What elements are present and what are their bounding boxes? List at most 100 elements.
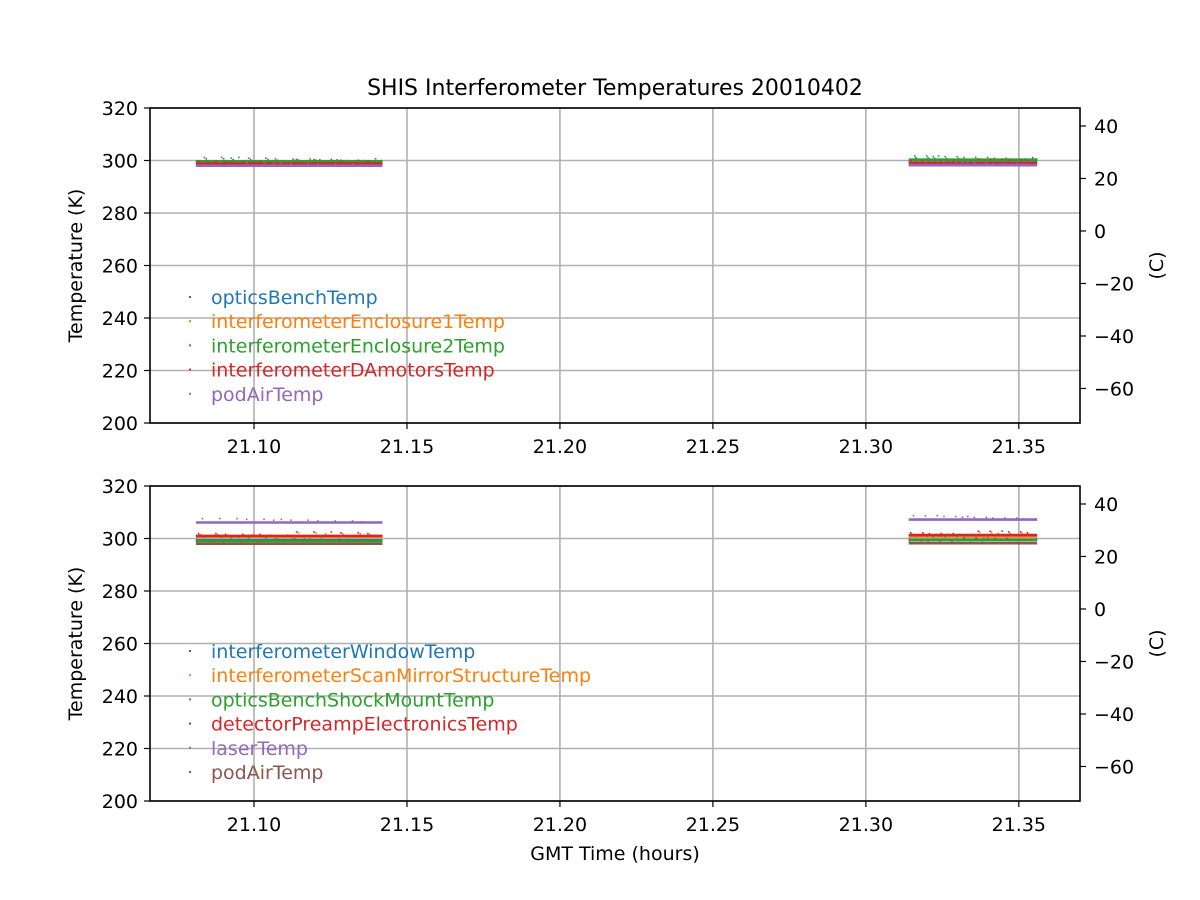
data-point [251,161,254,164]
data-point [268,534,271,536]
y-tick-label: 220 [102,361,138,383]
data-point [929,160,932,163]
legend-label: opticsBenchTemp [211,287,378,309]
y2-tick-label: 20 [1094,546,1118,568]
series-interferometerEnclosure2Temp [195,155,1038,163]
data-point [324,533,327,535]
y-tick-label: 200 [102,791,138,813]
data-point [334,163,337,166]
data-point [218,161,221,163]
data-point [340,159,342,162]
data-point [380,159,383,162]
data-point [317,520,319,522]
legend-marker [189,650,191,652]
data-point [328,539,331,541]
data-point [295,158,298,161]
data-point [220,536,223,539]
data-point [311,539,313,541]
data-point [925,155,928,157]
data-point [357,159,360,162]
legend: opticsBenchTempinterferometerEnclosure1T… [189,287,505,406]
data-point [955,161,957,163]
data-point [290,519,292,521]
data-point [928,160,931,163]
data-point [915,156,917,159]
data-point [977,158,980,161]
data-point [956,536,958,538]
data-point [240,541,242,544]
data-point [374,157,377,160]
data-point [303,538,306,540]
data-point [309,538,311,540]
data-point [966,161,969,163]
data-point [1021,532,1023,535]
data-point [345,159,348,162]
legend-label: interferometerEnclosure2Temp [211,335,505,357]
data-point [274,538,277,540]
data-point [912,514,915,517]
data-point [943,515,945,518]
data-point [201,517,204,520]
data-point [309,158,311,160]
data-point [313,531,315,533]
data-point [290,162,292,165]
series-podAirTemp [195,160,1038,168]
y-axis-label: Temperature (K) [65,189,87,344]
series-laserTemp [195,514,1038,524]
data-point [259,161,261,163]
legend-marker [189,392,191,395]
legend-label: detectorPreampElectronicsTemp [211,714,518,736]
data-point [910,160,912,162]
data-point [986,536,989,539]
data-point [927,540,929,543]
data-point [1012,158,1014,160]
data-point [992,517,994,519]
data-point [993,157,996,160]
legend-marker [189,746,191,749]
y2-tick-label: 0 [1094,221,1106,243]
data-point [976,538,978,541]
series-interferometerDAmotorsTemp [195,158,1038,165]
data-point [238,536,240,539]
data-point [981,541,984,544]
data-point [363,539,365,542]
legend: interferometerWindowTempinterferometerSc… [189,641,591,784]
data-point [1019,531,1022,533]
data-point [230,537,233,539]
x-tick-label: 21.20 [533,436,587,458]
y2-tick-label: 40 [1094,116,1118,138]
data-point [222,541,225,544]
data-point [1030,539,1033,541]
data-point [201,161,204,163]
data-point [932,536,935,538]
data-point [986,156,989,159]
data-point [921,160,924,162]
x-tick-label: 21.20 [533,814,587,836]
data-point [367,160,369,162]
data-point [1012,538,1014,541]
y2-axis-label: (C) [1146,251,1168,279]
data-point [1022,518,1025,520]
data-point [921,531,924,534]
data-point [345,539,348,542]
y-tick-label: 260 [102,634,138,656]
data-point [205,157,208,160]
data-point [245,518,248,521]
data-point [957,541,960,544]
y-tick-label: 220 [102,739,138,761]
data-point [943,161,945,163]
y2-tick-label: 0 [1094,599,1106,621]
data-point [203,156,206,159]
data-point [1018,539,1021,541]
data-point [363,159,365,162]
y-axis-label: Temperature (K) [65,567,87,722]
data-point [295,531,298,533]
data-point [238,156,240,159]
y-tick-label: 320 [102,98,138,120]
data-point [989,158,992,161]
data-point [378,164,381,166]
data-point [257,541,260,544]
data-point [1035,158,1038,160]
x-axis-label: GMT Time (hours) [530,843,700,865]
data-point [230,157,233,159]
